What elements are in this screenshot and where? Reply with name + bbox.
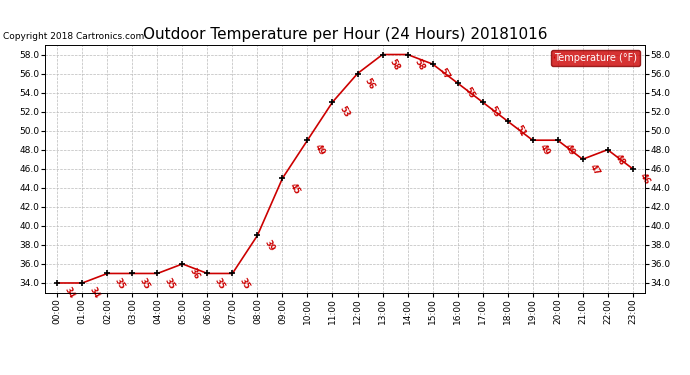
Legend: Temperature (°F): Temperature (°F) <box>551 50 640 66</box>
Text: 49: 49 <box>538 143 552 158</box>
Text: 34: 34 <box>63 286 77 300</box>
Text: 35: 35 <box>238 276 252 291</box>
Text: 53: 53 <box>338 105 352 120</box>
Text: 51: 51 <box>513 124 526 139</box>
Text: 57: 57 <box>438 67 452 81</box>
Text: 46: 46 <box>638 171 652 186</box>
Text: 35: 35 <box>163 276 177 291</box>
Text: 49: 49 <box>563 143 577 158</box>
Text: Copyright 2018 Cartronics.com: Copyright 2018 Cartronics.com <box>3 32 145 41</box>
Text: 49: 49 <box>313 143 326 158</box>
Text: 48: 48 <box>613 153 627 167</box>
Text: 53: 53 <box>488 105 502 120</box>
Title: Outdoor Temperature per Hour (24 Hours) 20181016: Outdoor Temperature per Hour (24 Hours) … <box>143 27 547 42</box>
Text: 35: 35 <box>213 276 226 291</box>
Text: 45: 45 <box>288 181 302 196</box>
Text: 47: 47 <box>588 162 602 177</box>
Text: 34: 34 <box>88 286 101 300</box>
Text: 35: 35 <box>113 276 126 291</box>
Text: 39: 39 <box>263 238 277 253</box>
Text: 36: 36 <box>188 267 201 281</box>
Text: 55: 55 <box>463 86 477 100</box>
Text: 56: 56 <box>363 76 377 91</box>
Text: 58: 58 <box>388 57 402 72</box>
Text: 35: 35 <box>138 276 152 291</box>
Text: 58: 58 <box>413 57 426 72</box>
